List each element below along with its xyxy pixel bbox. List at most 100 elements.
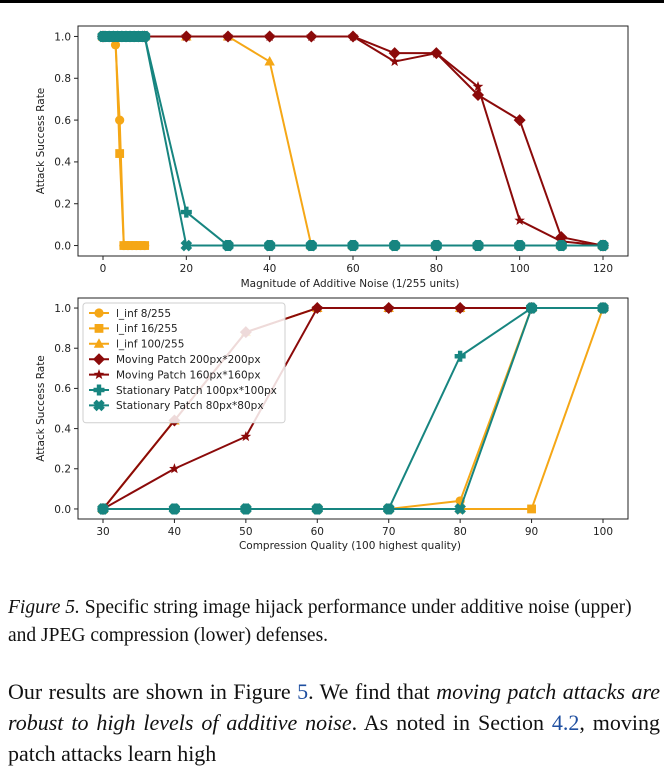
- x-tick-label: 120: [593, 263, 613, 275]
- series-line: [103, 35, 604, 247]
- body-text-1: Our results are shown in Figure: [8, 679, 298, 704]
- x-tick-label: 60: [311, 526, 324, 538]
- marker-x-shape: [382, 503, 395, 515]
- data-point: [240, 431, 252, 442]
- data-point: [430, 239, 443, 252]
- data-point: [513, 114, 526, 127]
- data-point: [263, 239, 276, 252]
- data-point: [527, 504, 536, 514]
- y-tick-label: 0.4: [54, 157, 71, 169]
- data-point: [431, 47, 442, 58]
- y-tick-label: 0.8: [54, 73, 71, 85]
- data-point: [454, 503, 466, 515]
- marker-x-shape: [597, 239, 609, 252]
- x-tick-label: 50: [239, 526, 252, 538]
- x-tick-label: 80: [453, 526, 466, 538]
- y-tick-label: 0.0: [54, 240, 71, 252]
- x-axis-label: Compression Quality (100 highest quality…: [239, 540, 461, 552]
- legend-label: Moving Patch 200px*200px: [116, 354, 261, 366]
- data-point: [264, 56, 275, 66]
- marker-x-shape: [454, 503, 466, 515]
- legend-marker: [93, 338, 105, 348]
- data-point: [555, 239, 568, 252]
- y-axis-label: Attack Success Rate: [35, 355, 47, 462]
- legend-marker: [94, 324, 104, 333]
- body-text-2: . We find that: [308, 679, 437, 704]
- y-tick-label: 1.0: [54, 31, 71, 43]
- legend: l_inf 8/255 l_inf 16/255 l_inf 100/255 Movi…: [82, 302, 286, 424]
- series-2: [97, 30, 609, 250]
- x-tick-label: 40: [168, 526, 181, 538]
- data-point: [240, 503, 252, 515]
- series-6: [97, 302, 609, 515]
- marker-x-shape: [263, 239, 276, 252]
- legend-box: [82, 302, 286, 424]
- section-ref-link[interactable]: 4.2: [551, 710, 580, 735]
- data-point: [597, 239, 609, 252]
- marker-x-shape: [138, 30, 151, 43]
- marker-x-shape: [97, 503, 109, 515]
- legend-label: Stationary Patch 100px*100px: [116, 385, 277, 397]
- marker-x-shape: [180, 239, 193, 252]
- x-tick-label: 100: [510, 263, 530, 275]
- series-3: [97, 30, 609, 252]
- legend-label: Stationary Patch 80px*80px: [116, 400, 264, 412]
- x-tick-label: 90: [525, 526, 538, 538]
- data-point: [180, 206, 192, 218]
- marker-x-shape: [513, 239, 526, 252]
- x-tick-label: 20: [180, 263, 193, 275]
- y-tick-label: 0.2: [54, 464, 71, 476]
- data-point: [305, 239, 318, 252]
- data-point: [388, 47, 401, 60]
- legend-label: l_inf 16/255: [116, 323, 178, 335]
- caption-text: Specific string image hijack performance…: [8, 597, 632, 646]
- top-rule: [0, 0, 664, 3]
- legend-marker: [93, 399, 105, 412]
- data-point: [168, 503, 181, 515]
- data-point: [389, 55, 400, 67]
- data-point: [140, 241, 150, 250]
- data-point: [454, 350, 466, 362]
- data-point: [306, 30, 317, 41]
- x-axis-label: Magnitude of Additive Noise (1/255 units…: [241, 278, 460, 290]
- marker-x-shape: [93, 399, 105, 412]
- y-tick-label: 0.8: [54, 343, 71, 355]
- marker-x-shape: [240, 503, 252, 515]
- legend-marker: [93, 353, 105, 366]
- x-tick-label: 60: [346, 263, 359, 275]
- series-line: [103, 307, 603, 510]
- data-point: [472, 81, 484, 92]
- series-0: [98, 31, 150, 251]
- data-point: [181, 30, 192, 41]
- marker-x-shape: [555, 239, 568, 252]
- data-point: [115, 149, 125, 158]
- series-4: [97, 30, 609, 251]
- legend-label: l_inf 100/255: [116, 339, 184, 351]
- figure-caption: Figure 5. Specific string image hijack p…: [8, 594, 660, 650]
- body-paragraph: Our results are shown in Figure 5. We fi…: [8, 676, 660, 769]
- data-point: [347, 30, 359, 41]
- series-line: [103, 35, 145, 247]
- data-point: [311, 302, 323, 313]
- plot-frame: [77, 297, 629, 520]
- y-tick-label: 0.6: [54, 383, 71, 395]
- body-text-4: , moving patch attacks learn high: [8, 710, 660, 766]
- data-point: [222, 30, 234, 41]
- data-point: [388, 239, 401, 252]
- legend-marker: [94, 308, 104, 318]
- y-tick-label: 1.0: [54, 303, 71, 315]
- body-text-3: . As noted in Section: [351, 710, 552, 735]
- legend-marker: [93, 369, 105, 380]
- figure-ref-link[interactable]: 5: [297, 679, 309, 704]
- body-emphasis: moving patch attacks are robust to high …: [8, 679, 660, 735]
- chart-panel-2: 30 40 50 60 70 80 90 100 0.0 0.2 0.4 0.6 0.8 1.0 Compr…: [35, 297, 629, 552]
- series-6: [97, 30, 609, 252]
- series-line: [103, 35, 145, 247]
- x-tick-label: 0: [100, 263, 107, 275]
- data-point: [454, 302, 466, 313]
- marker-x-shape: [311, 503, 324, 515]
- x-tick-label: 30: [96, 526, 109, 538]
- data-point: [347, 239, 359, 252]
- y-tick-label: 0.2: [54, 199, 71, 211]
- data-point: [525, 302, 538, 314]
